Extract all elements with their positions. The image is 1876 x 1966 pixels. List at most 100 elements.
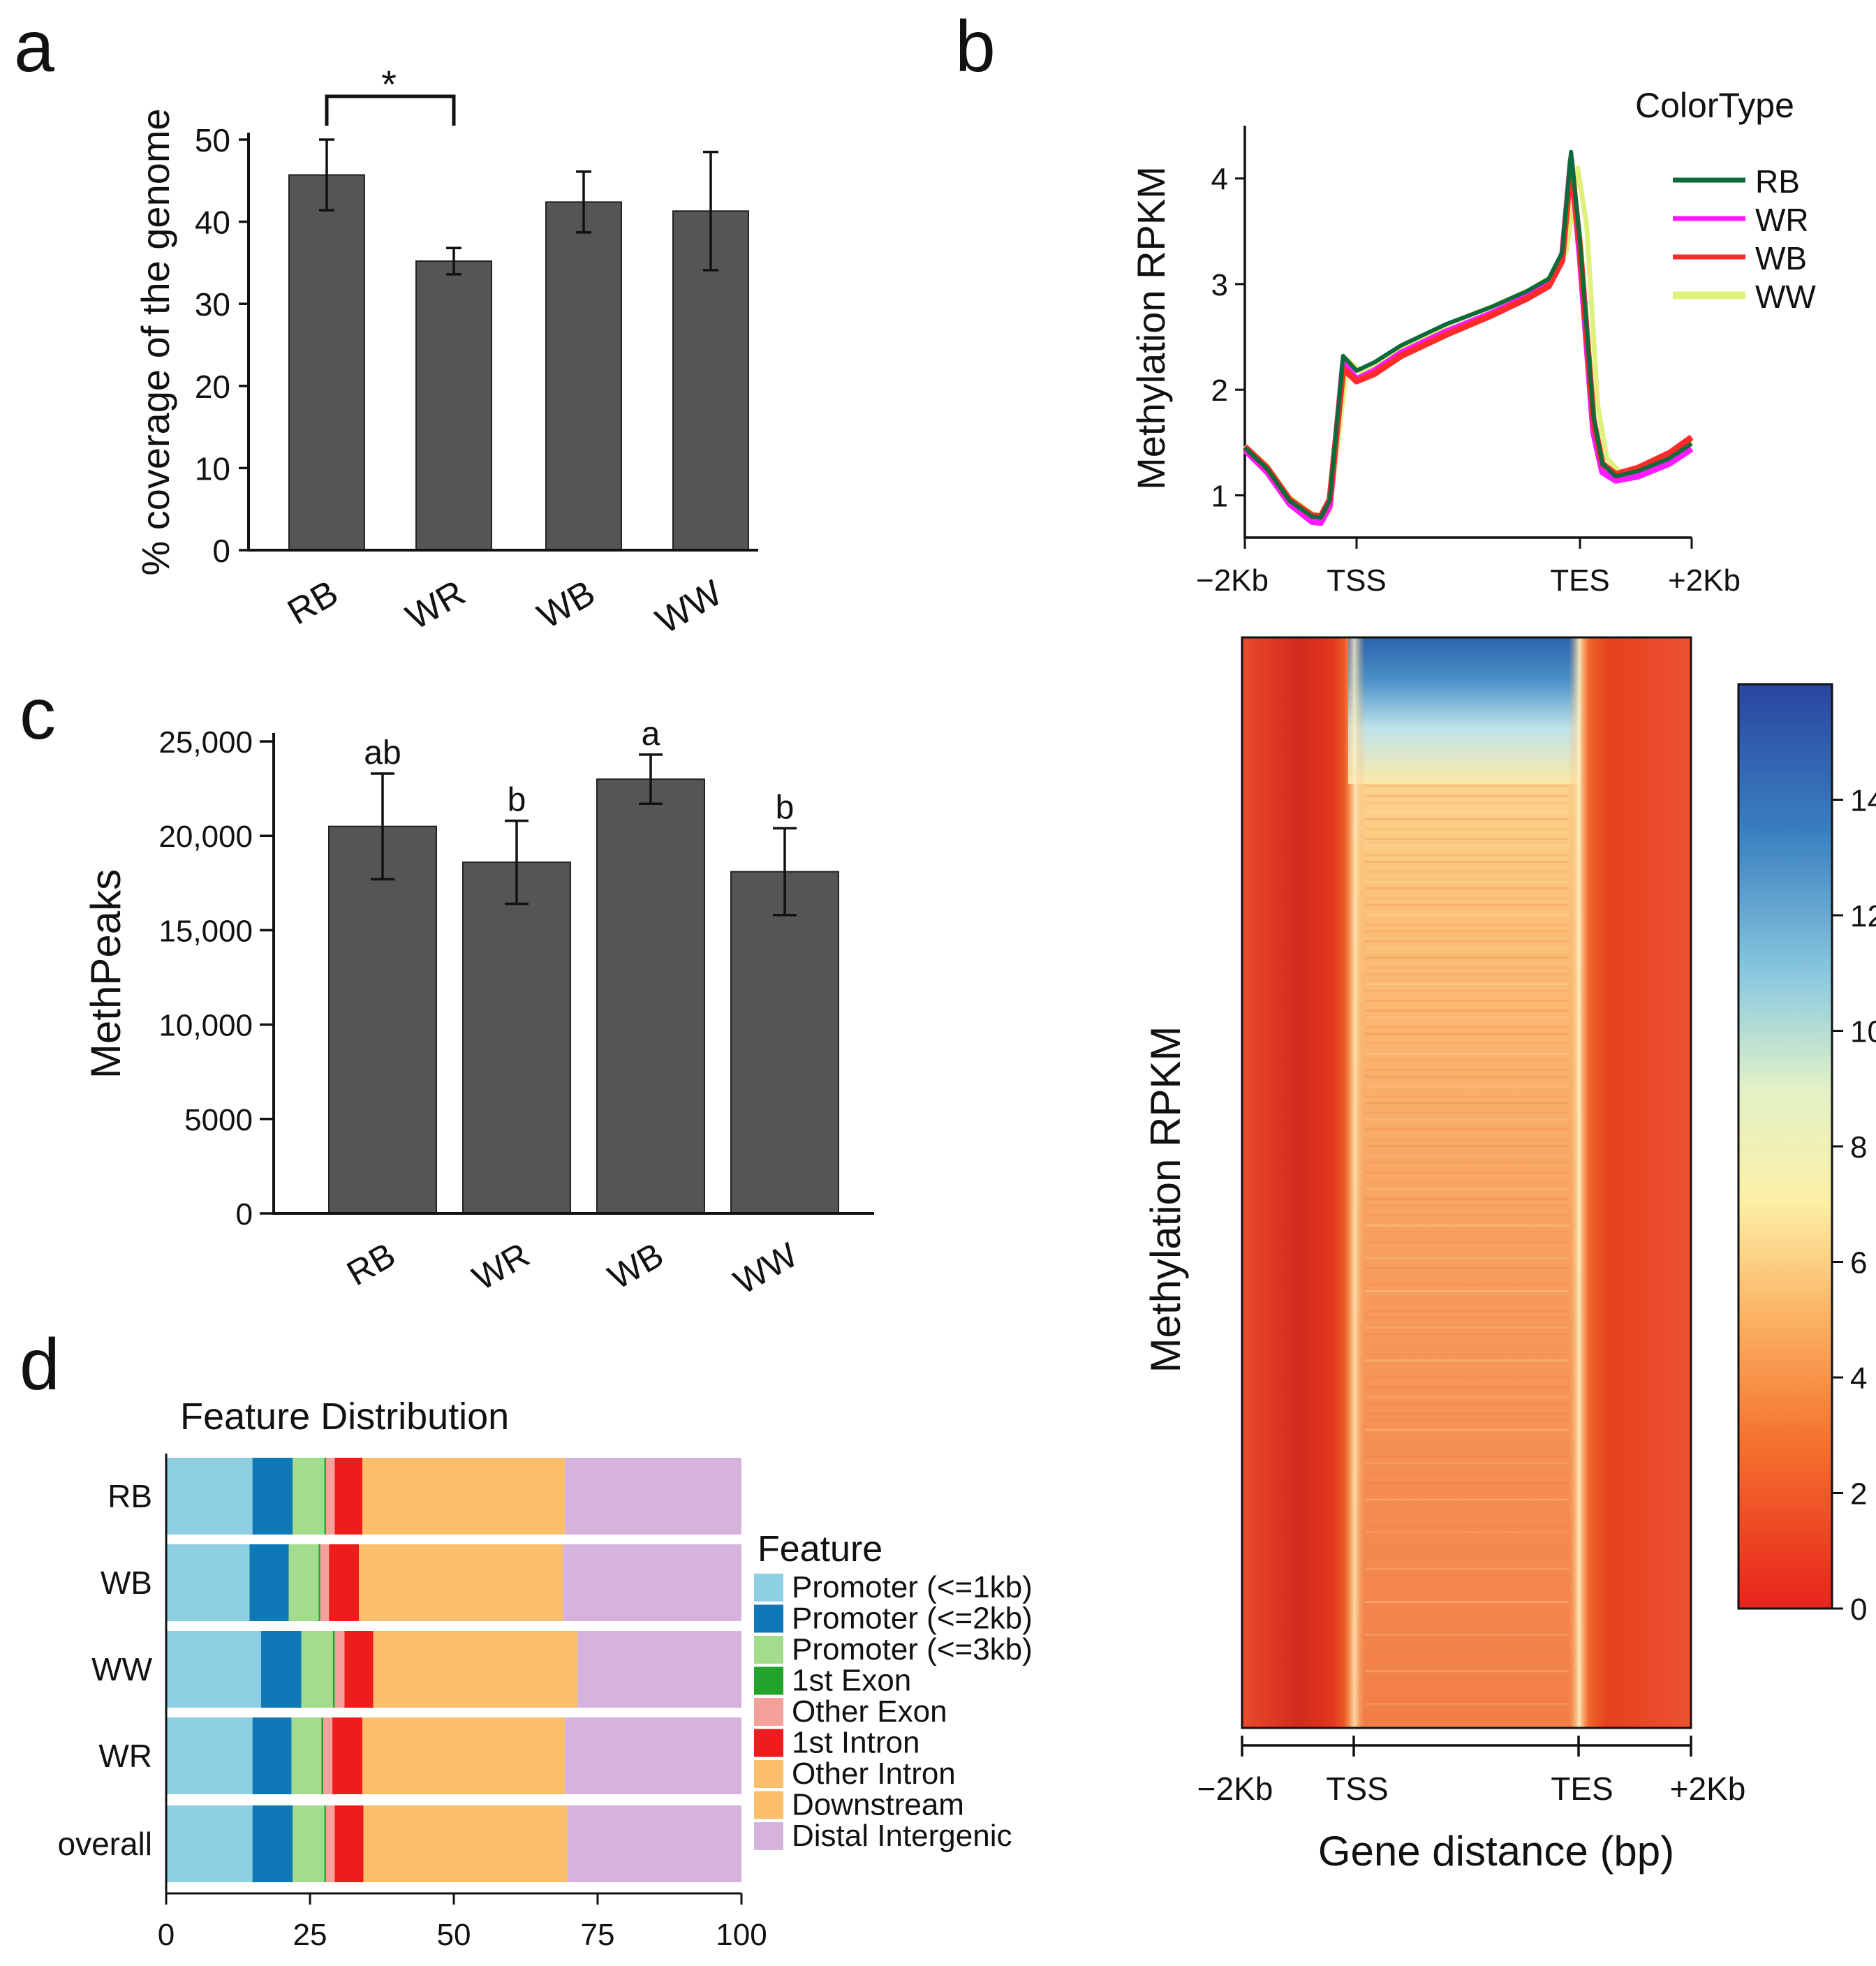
heatmap-row-stripe bbox=[1365, 1052, 1569, 1055]
heatmap-row-stripe bbox=[1365, 861, 1569, 863]
d-legend-title: Feature bbox=[758, 1529, 882, 1569]
heatmap-row-stripe bbox=[1365, 1472, 1569, 1474]
b-profile-y-tick-label: 2 bbox=[1211, 374, 1228, 408]
heatmap-row-stripe bbox=[1365, 1058, 1569, 1061]
c-significance-letter: a bbox=[642, 716, 660, 753]
heatmap-frame bbox=[1241, 636, 1692, 1729]
a-error-bar-WR bbox=[446, 246, 461, 276]
b-legend-label: WB bbox=[1755, 240, 1807, 276]
heatmap-row-stripe bbox=[1365, 1273, 1569, 1276]
a-significance-star: * bbox=[381, 62, 397, 106]
d-segment-WR bbox=[291, 1717, 322, 1794]
heatmap-row-stripe bbox=[1365, 844, 1569, 847]
heatmap-row-stripe bbox=[1365, 854, 1569, 857]
d-segment-WW bbox=[344, 1631, 374, 1708]
heatmap-row-stripe bbox=[1365, 1505, 1569, 1507]
heatmap-row-stripe bbox=[1365, 1326, 1569, 1329]
heatmap-row-stripe bbox=[1365, 1488, 1569, 1491]
panel-letter-b: b bbox=[955, 6, 996, 87]
d-legend-swatch bbox=[754, 1604, 783, 1633]
d-segment-overall bbox=[293, 1805, 325, 1882]
heatmap-row-stripe bbox=[1365, 811, 1569, 814]
heatmap-row-stripe bbox=[1365, 1155, 1569, 1158]
c-bar-WW bbox=[730, 871, 839, 1215]
a-y-tick-label: 0 bbox=[212, 533, 230, 569]
panel-letter-d: d bbox=[20, 1324, 60, 1405]
c-bar-WB bbox=[596, 778, 705, 1214]
c-bar-WR bbox=[462, 862, 571, 1215]
a-y-tick-label: 20 bbox=[195, 369, 230, 405]
heatmap-row-stripe bbox=[1365, 775, 1569, 777]
heatmap-row-stripe bbox=[1365, 1010, 1569, 1012]
c-y-tick-label: 5000 bbox=[184, 1103, 253, 1137]
c-x-tick-label: WR bbox=[466, 1235, 536, 1298]
heatmap-tss-edge bbox=[1344, 637, 1365, 1728]
panel-letter-a: a bbox=[14, 6, 54, 87]
heatmap-row-stripe bbox=[1365, 940, 1569, 943]
heatmap-row-stripe bbox=[1365, 1396, 1569, 1398]
b-legend-label: WW bbox=[1755, 279, 1816, 315]
heatmap-row-stripe bbox=[1365, 1600, 1569, 1603]
d-segment-WR bbox=[252, 1717, 292, 1794]
heatmap-row-stripe bbox=[1365, 1161, 1569, 1164]
d-segment-WW bbox=[166, 1631, 261, 1708]
a-error-bar-WB bbox=[576, 170, 591, 234]
c-significance-letter: b bbox=[776, 789, 795, 826]
d-segment-WW bbox=[334, 1631, 345, 1708]
d-x-tick-label: 25 bbox=[293, 1918, 327, 1952]
a-y-tick-label: 10 bbox=[195, 450, 230, 487]
heatmap-row-stripe bbox=[1365, 913, 1569, 916]
d-segment-WB bbox=[329, 1544, 360, 1621]
heatmap-row-stripe bbox=[1365, 1283, 1569, 1286]
heatmap-row-stripe bbox=[1365, 1419, 1569, 1421]
b-profile-line-WB bbox=[1242, 159, 1694, 520]
heatmap-row-stripe bbox=[1365, 1241, 1569, 1243]
heatmap-row-stripe bbox=[1365, 1095, 1569, 1098]
d-segment-RB bbox=[326, 1458, 335, 1535]
d-segment-overall bbox=[363, 1805, 568, 1882]
c-y-tick-label: 15,000 bbox=[158, 914, 253, 948]
heatmap-row-stripe bbox=[1365, 1197, 1569, 1200]
heatmap-row-stripe bbox=[1365, 1713, 1569, 1715]
c-bar-RB bbox=[328, 825, 437, 1215]
heatmap-row-stripe bbox=[1365, 999, 1569, 1002]
d-category-label: WB bbox=[101, 1565, 152, 1601]
d-legend-label: Distal Intergenic bbox=[792, 1819, 1012, 1853]
heatmap-row-stripe bbox=[1365, 1085, 1569, 1088]
a-y-tick-label: 30 bbox=[195, 286, 230, 323]
d-category-label: WW bbox=[91, 1651, 152, 1687]
d-category-label: WR bbox=[98, 1738, 152, 1774]
d-segment-WB bbox=[288, 1544, 319, 1621]
heatmap-row-stripe bbox=[1365, 1042, 1569, 1045]
heatmap-tes-edge bbox=[1569, 637, 1590, 1728]
c-y-tick-label: 0 bbox=[236, 1197, 253, 1232]
heatmap-row-stripe bbox=[1365, 1069, 1569, 1072]
d-legend-label: Other Intron bbox=[792, 1757, 956, 1791]
heatmap-row-stripe bbox=[1365, 1498, 1569, 1501]
c-y-tick-label: 10,000 bbox=[158, 1009, 253, 1043]
c-x-tick-label: WB bbox=[602, 1235, 670, 1297]
d-segment-WB bbox=[166, 1544, 250, 1621]
heatmap-row-stripe bbox=[1365, 801, 1569, 804]
heatmap-row-stripe bbox=[1365, 903, 1569, 906]
heatmap-row-stripe bbox=[1365, 1075, 1569, 1078]
heatmap-row-stripe bbox=[1365, 1703, 1569, 1706]
heatmap-row-stripe bbox=[1365, 1247, 1569, 1250]
heatmap-row-stripe bbox=[1365, 1439, 1569, 1442]
d-segment-overall bbox=[326, 1805, 335, 1882]
c-significance-letter: ab bbox=[364, 734, 401, 771]
panel-letter-c: c bbox=[20, 674, 56, 755]
c-error-bar-WR bbox=[505, 819, 529, 906]
heatmap-row-stripe bbox=[1365, 1386, 1569, 1389]
heatmap-row-stripe bbox=[1365, 1224, 1569, 1227]
a-y-axis-label: % coverage of the genome bbox=[133, 108, 177, 575]
heatmap-row-stripe bbox=[1365, 1033, 1569, 1035]
colorbar bbox=[1737, 683, 1833, 1610]
heatmap-row-stripe bbox=[1365, 1369, 1569, 1372]
heatmap-row-stripe bbox=[1365, 1445, 1569, 1448]
heatmap-x-tick-label: TES bbox=[1551, 1771, 1613, 1807]
heatmap-row-stripe bbox=[1365, 1627, 1569, 1629]
d-segment-WR bbox=[332, 1717, 362, 1794]
heatmap-row-stripe bbox=[1365, 1230, 1569, 1233]
